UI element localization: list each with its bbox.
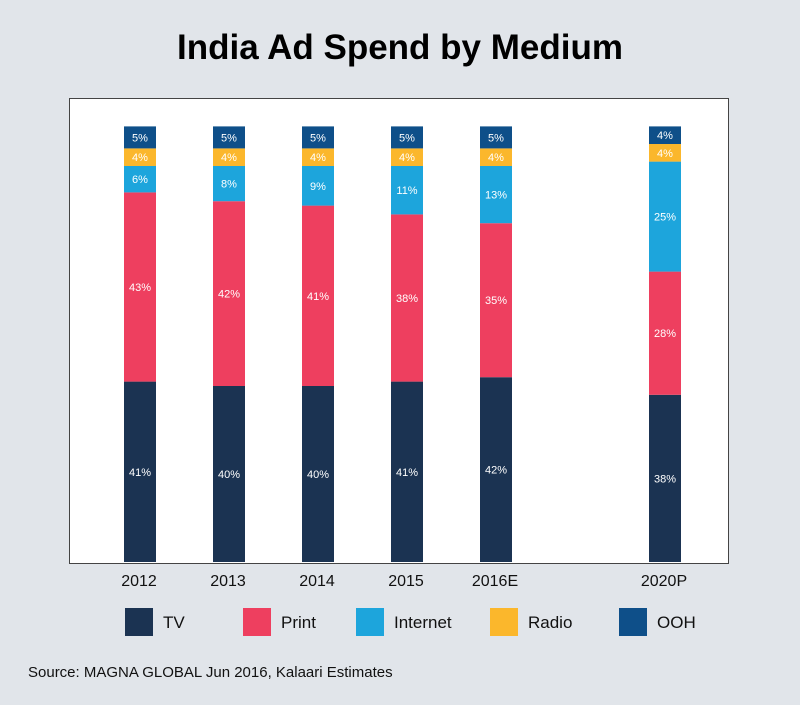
bar-internet-2012 <box>124 166 156 193</box>
bar-tv-2015 <box>391 381 423 562</box>
legend-swatch-ooh <box>619 608 647 636</box>
x-axis-labels: 2012 2013 2014 2015 2016E 2020P <box>121 573 687 590</box>
plot-area: 41% 43% 6% 4% 5% 40% 42% 8% 4% 5% 40% 41% 9% 4% 5% 41% 3… <box>69 98 729 564</box>
data-label-internet-2013: 8% <box>221 179 237 191</box>
legend-label-radio: Radio <box>528 613 573 632</box>
bar-ooh-2016e <box>480 126 512 149</box>
bar-ooh-2013 <box>213 126 245 149</box>
data-label-radio-2016e: 4% <box>488 152 504 164</box>
data-label-print-2016e: 35% <box>485 295 507 307</box>
bar-tv-2016e <box>480 377 512 562</box>
bar-radio-2013 <box>213 148 245 166</box>
data-label-print-2014: 41% <box>307 291 329 303</box>
legend-swatch-print <box>243 608 271 636</box>
data-label-tv-2012: 41% <box>129 467 151 479</box>
bar-radio-2020p <box>649 144 681 162</box>
x-tick-label-2014: 2014 <box>299 573 335 590</box>
data-label-print-2013: 42% <box>218 289 240 301</box>
data-label-tv-2016e: 42% <box>485 465 507 477</box>
bar-internet-2014 <box>302 166 334 206</box>
bar-print-2020p <box>649 271 681 395</box>
bar-ooh-2014 <box>302 126 334 149</box>
bar-print-2015 <box>391 214 423 382</box>
data-label-radio-2015: 4% <box>399 152 415 164</box>
x-tick-label-2012: 2012 <box>121 573 157 590</box>
bar-internet-2020p <box>649 161 681 272</box>
bar-tv-2013 <box>213 386 245 562</box>
data-label-ooh-2012: 5% <box>132 132 148 144</box>
bar-tv-2014 <box>302 386 334 562</box>
data-label-tv-2014: 40% <box>307 469 329 481</box>
data-label-radio-2013: 4% <box>221 152 237 164</box>
bar-radio-2014 <box>302 148 334 166</box>
bar-radio-2016e <box>480 148 512 166</box>
bar-chart: 41% 43% 6% 4% 5% 40% 42% 8% 4% 5% 40% 41% 9% 4% 5% 41% 3… <box>124 126 681 562</box>
legend-swatch-tv <box>125 608 153 636</box>
bar-print-2014 <box>302 205 334 386</box>
bar-print-2012 <box>124 192 156 382</box>
data-label-print-2012: 43% <box>129 282 151 294</box>
bar-tv-2012 <box>124 381 156 562</box>
data-label-internet-2012: 6% <box>132 174 148 186</box>
legend-swatch-radio <box>490 608 518 636</box>
data-label-ooh-2016e: 5% <box>488 132 504 144</box>
legend: TV Print Internet Radio OOH <box>0 608 800 638</box>
data-label-tv-2015: 41% <box>396 467 418 479</box>
bar-tv-2020p <box>649 394 681 562</box>
legend-label-tv: TV <box>163 613 185 632</box>
bar-print-2013 <box>213 201 245 386</box>
data-label-internet-2020p: 25% <box>654 212 676 224</box>
data-label-ooh-2020p: 4% <box>657 130 673 142</box>
data-label-print-2015: 38% <box>396 293 418 305</box>
x-tick-label-2015: 2015 <box>388 573 424 590</box>
data-label-internet-2015: 11% <box>396 185 417 197</box>
data-label-tv-2020p: 38% <box>654 473 676 485</box>
bar-ooh-2012 <box>124 126 156 149</box>
legend-label-print: Print <box>281 613 316 632</box>
bar-print-2016e <box>480 223 512 378</box>
bar-internet-2016e <box>480 166 512 224</box>
bar-radio-2015 <box>391 148 423 166</box>
legend-swatch-internet <box>356 608 384 636</box>
legend-label-internet: Internet <box>394 613 452 632</box>
x-tick-label-2013: 2013 <box>210 573 246 590</box>
data-label-radio-2014: 4% <box>310 152 326 164</box>
data-label-radio-2020p: 4% <box>657 148 673 160</box>
data-label-internet-2016e: 13% <box>485 190 507 202</box>
data-label-print-2020p: 28% <box>654 328 676 340</box>
bar-ooh-2020p <box>649 126 681 144</box>
data-label-ooh-2013: 5% <box>221 132 237 144</box>
x-tick-label-2020p: 2020P <box>641 573 687 590</box>
bar-internet-2013 <box>213 166 245 202</box>
bar-internet-2015 <box>391 166 423 215</box>
bar-ooh-2015 <box>391 126 423 149</box>
legend-label-ooh: OOH <box>657 613 696 632</box>
data-label-ooh-2014: 5% <box>310 132 326 144</box>
data-label-radio-2012: 4% <box>132 152 148 164</box>
data-label-tv-2013: 40% <box>218 469 240 481</box>
bar-radio-2012 <box>124 148 156 166</box>
data-label-internet-2014: 9% <box>310 181 326 193</box>
data-label-ooh-2015: 5% <box>399 132 415 144</box>
source-note: Source: MAGNA GLOBAL Jun 2016, Kalaari E… <box>28 664 393 681</box>
chart-title: India Ad Spend by Medium <box>177 28 623 67</box>
x-tick-label-2016e: 2016E <box>472 573 518 590</box>
